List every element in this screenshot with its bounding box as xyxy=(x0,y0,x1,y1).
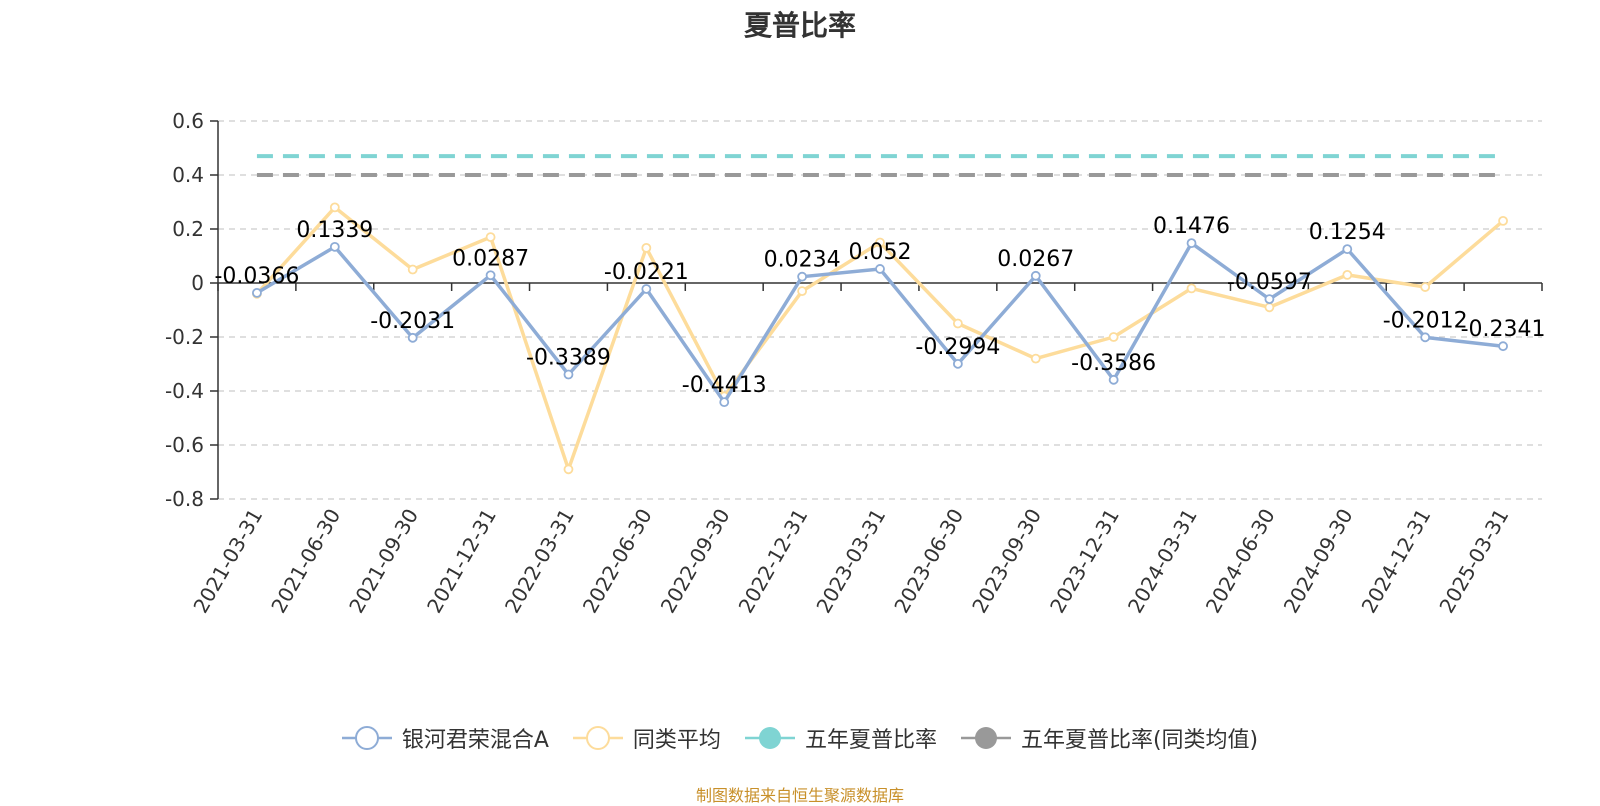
legend: 银河君荣混合A 同类平均 五年夏普比率 五年夏普比率(同类均值) xyxy=(0,722,1600,755)
data-point xyxy=(329,202,340,213)
data-label: -0.3586 xyxy=(1071,351,1156,376)
legend-marker-icon xyxy=(960,727,1011,749)
data-labels: -0.0366 0.1339 -0.2031 0.0287 -0.3389 -0.0221… xyxy=(214,214,1545,398)
x-tick-label: 2025-03-31 xyxy=(1434,505,1513,618)
data-point xyxy=(1498,215,1508,226)
x-tick-label: 2022-09-30 xyxy=(656,505,735,618)
data-point xyxy=(952,358,963,369)
data-point xyxy=(1498,341,1508,352)
y-tick-label: 0.6 xyxy=(172,109,204,133)
x-tick-label: 2022-12-31 xyxy=(734,505,813,618)
data-point xyxy=(797,286,808,297)
data-label: -0.0221 xyxy=(604,260,689,285)
data-label: -0.4413 xyxy=(682,373,767,398)
legend-marker-icon xyxy=(744,727,795,749)
legend-marker-icon xyxy=(572,726,623,750)
x-tick-label: 2024-06-30 xyxy=(1201,505,1280,618)
data-label: -0.2994 xyxy=(915,335,1000,360)
y-tick-label: 0 xyxy=(191,271,204,295)
legend-item[interactable]: 同类平均 xyxy=(572,722,721,754)
data-point xyxy=(1420,332,1431,343)
chart-title: 夏普比率 xyxy=(743,9,856,42)
data-label: 0.1254 xyxy=(1309,220,1386,245)
data-label: -0.2012 xyxy=(1383,308,1468,333)
data-point xyxy=(329,241,340,252)
data-point xyxy=(1420,282,1431,292)
x-tick-label: 2023-03-31 xyxy=(811,505,890,618)
x-tick-label: 2024-12-31 xyxy=(1357,505,1436,618)
data-point xyxy=(1108,332,1119,342)
x-tick-label: 2024-09-30 xyxy=(1279,505,1358,618)
series-lines xyxy=(252,154,1508,475)
y-tick-label: 0.4 xyxy=(172,163,204,187)
data-point xyxy=(952,318,963,329)
data-label: -0.2341 xyxy=(1461,317,1546,342)
data-point xyxy=(485,270,496,281)
x-tick-label: 2021-06-30 xyxy=(266,505,345,618)
data-label: 0.0287 xyxy=(452,246,529,271)
x-tick-label: 2023-12-31 xyxy=(1045,505,1124,618)
data-point xyxy=(1342,244,1353,255)
data-point xyxy=(1108,374,1119,385)
data-point xyxy=(875,264,885,274)
legend-item[interactable]: 银河君荣混合A xyxy=(341,722,549,754)
data-point xyxy=(407,264,418,275)
data-label: -0.0597 xyxy=(1227,270,1312,295)
legend-label: 银河君荣混合A xyxy=(401,728,549,753)
data-point xyxy=(563,464,574,475)
data-point xyxy=(641,284,652,294)
x-tick-label: 2023-06-30 xyxy=(889,505,968,618)
y-tick-label: -0.6 xyxy=(165,433,204,457)
x-tick-label: 2021-12-31 xyxy=(422,505,501,618)
data-point xyxy=(485,232,496,243)
data-label: 0.0267 xyxy=(997,247,1074,272)
x-tick-label: 2022-06-30 xyxy=(578,505,657,618)
data-point xyxy=(1264,294,1275,305)
axes: 0.60.40.20-0.2-0.4-0.6-0.82021-03-312021… xyxy=(165,109,1543,618)
data-point xyxy=(407,332,418,343)
x-tick-label: 2021-09-30 xyxy=(344,505,423,618)
data-point xyxy=(252,287,262,298)
y-tick-label: -0.4 xyxy=(165,379,204,403)
data-label: 0.1476 xyxy=(1153,214,1230,239)
legend-marker-icon xyxy=(341,726,392,750)
x-tick-label: 2022-03-31 xyxy=(500,505,579,618)
y-tick-label: 0.2 xyxy=(172,217,204,241)
data-label: 0.0234 xyxy=(764,248,841,273)
data-point xyxy=(1030,270,1041,281)
data-label: 0.052 xyxy=(849,240,912,265)
data-point xyxy=(641,242,652,253)
legend-label: 同类平均 xyxy=(632,728,721,753)
data-point xyxy=(1186,283,1197,294)
grid-lines xyxy=(218,120,1542,500)
legend-item[interactable]: 五年夏普比率(同类均值) xyxy=(960,722,1259,754)
data-point xyxy=(1342,269,1353,280)
legend-item[interactable]: 五年夏普比率 xyxy=(744,722,937,754)
data-point xyxy=(1030,353,1041,364)
legend-label: 五年夏普比率 xyxy=(804,728,937,753)
data-label: -0.3389 xyxy=(526,346,611,371)
data-label: -0.2031 xyxy=(370,309,455,334)
legend-label: 五年夏普比率(同类均值) xyxy=(1020,728,1259,753)
x-tick-label: 2023-09-30 xyxy=(967,505,1046,618)
source-note: 制图数据来自恒生聚源数据库 xyxy=(695,786,904,805)
data-point xyxy=(797,271,808,282)
data-point xyxy=(719,397,730,408)
data-label: -0.0366 xyxy=(214,264,299,289)
data-point xyxy=(1186,238,1197,249)
x-tick-label: 2021-03-31 xyxy=(188,505,267,618)
y-tick-label: -0.2 xyxy=(165,325,204,349)
data-point xyxy=(563,369,574,380)
y-tick-label: -0.8 xyxy=(165,487,204,511)
data-point xyxy=(1264,302,1275,313)
data-label: 0.1339 xyxy=(296,218,373,243)
x-tick-label: 2024-03-31 xyxy=(1123,505,1202,618)
data-point xyxy=(875,237,885,248)
